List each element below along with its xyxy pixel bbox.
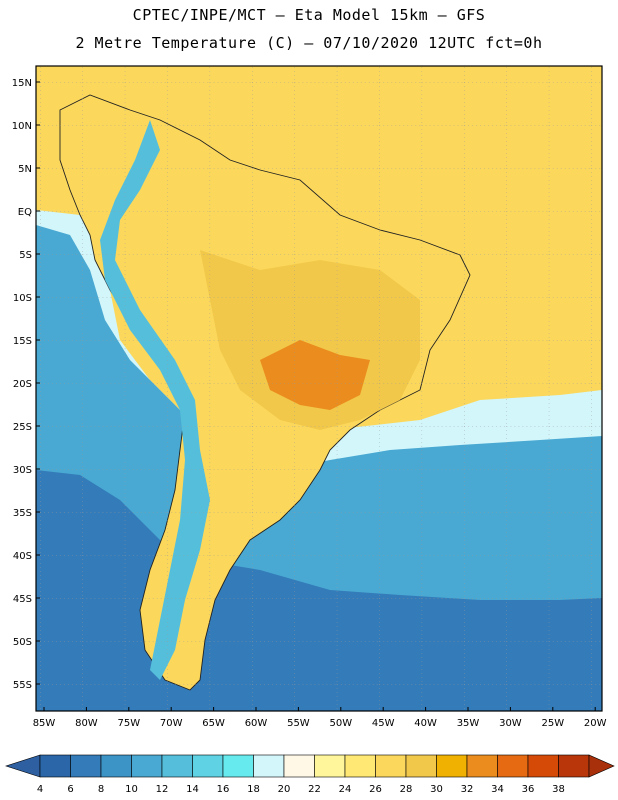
plot-frame — [35, 65, 603, 712]
colorbar-label: 24 — [339, 784, 352, 795]
lat-tick-label: 25S — [13, 422, 32, 433]
lat-tick-label: 20S — [13, 379, 32, 390]
lat-tick-label: 15N — [12, 78, 32, 89]
colorbar: 4 6 8 10 12 14 16 18 20 22 24 26 28 30 32 34 36 38 — [5, 754, 615, 795]
colorbar-swatch — [527, 754, 559, 778]
lon-tick-label: 55W — [287, 718, 310, 729]
lat-tick-label: 10N — [12, 121, 32, 132]
lat-tick-label: 5N — [18, 164, 32, 175]
lon-tick-label: 25W — [541, 718, 564, 729]
colorbar-label: 16 — [217, 784, 230, 795]
map-field — [36, 66, 602, 711]
colorbar-swatch — [558, 754, 590, 778]
colorbar-swatch — [100, 754, 132, 778]
colorbar-label: 32 — [461, 784, 474, 795]
colorbar-swatch — [192, 754, 224, 778]
colorbar-swatch — [314, 754, 346, 778]
colorbar-swatch — [283, 754, 315, 778]
latitude-axis: 15N 10N 5N EQ 5S 10S 15S 20S 25S 30S 35S 40S 45S 50S 5… — [12, 78, 40, 691]
colorbar-label: 8 — [98, 784, 104, 795]
lat-tick-label: 35S — [13, 508, 32, 519]
colorbar-label: 36 — [522, 784, 535, 795]
colorbar-swatch — [405, 754, 437, 778]
lat-tick-label: 55S — [13, 680, 32, 691]
lon-tick-label: 40W — [414, 718, 437, 729]
lat-tick-label: 40S — [13, 551, 32, 562]
colorbar-above-arrow — [588, 754, 615, 778]
colorbar-swatch — [436, 754, 468, 778]
lat-tick-label: 45S — [13, 594, 32, 605]
lon-tick-label: 45W — [372, 718, 395, 729]
lat-tick-label: 50S — [13, 637, 32, 648]
lon-tick-label: 20W — [584, 718, 607, 729]
colorbar-label: 18 — [247, 784, 260, 795]
chart-title-line2: 2 Metre Temperature (C) – 07/10/2020 12U… — [75, 34, 543, 52]
colorbar-label: 22 — [308, 784, 321, 795]
lat-tick-label: EQ — [18, 207, 32, 218]
colorbar-swatch — [375, 754, 407, 778]
colorbar-swatch — [497, 754, 529, 778]
lon-tick-label: 35W — [457, 718, 480, 729]
lat-tick-label: 10S — [13, 293, 32, 304]
colorbar-below-arrow — [5, 754, 41, 778]
colorbar-swatch — [70, 754, 102, 778]
colorbar-swatch — [466, 754, 498, 778]
lat-tick-label: 5S — [19, 250, 32, 261]
colorbar-swatch — [161, 754, 193, 778]
colorbar-label: 10 — [125, 784, 138, 795]
colorbar-swatch — [39, 754, 71, 778]
lon-tick-label: 75W — [117, 718, 140, 729]
chart-title-line1: CPTEC/INPE/MCT – Eta Model 15km – GFS — [132, 6, 486, 24]
colorbar-label: 12 — [156, 784, 169, 795]
lon-tick-label: 60W — [245, 718, 268, 729]
colorbar-label: 38 — [552, 784, 565, 795]
colorbar-label: 26 — [369, 784, 382, 795]
lon-tick-label: 50W — [329, 718, 352, 729]
colorbar-swatch — [131, 754, 163, 778]
colorbar-label: 4 — [37, 784, 43, 795]
colorbar-swatch — [344, 754, 376, 778]
lat-tick-label: 15S — [13, 336, 32, 347]
colorbar-swatch — [253, 754, 285, 778]
lat-tick-label: 30S — [13, 465, 32, 476]
colorbar-label: 30 — [430, 784, 443, 795]
lon-tick-label: 30W — [499, 718, 522, 729]
lon-tick-label: 85W — [33, 718, 56, 729]
colorbar-label: 28 — [400, 784, 413, 795]
lon-tick-label: 70W — [160, 718, 183, 729]
lon-tick-label: 80W — [75, 718, 98, 729]
lon-tick-label: 65W — [202, 718, 225, 729]
colorbar-label: 20 — [278, 784, 291, 795]
colorbar-label: 14 — [186, 784, 199, 795]
colorbar-label: 6 — [67, 784, 73, 795]
longitude-axis: 85W 80W 75W 70W 65W 60W 55W 50W 45W 40W 35W 30W 25W 2… — [33, 707, 607, 729]
colorbar-swatch — [222, 754, 254, 778]
colorbar-label: 34 — [491, 784, 504, 795]
